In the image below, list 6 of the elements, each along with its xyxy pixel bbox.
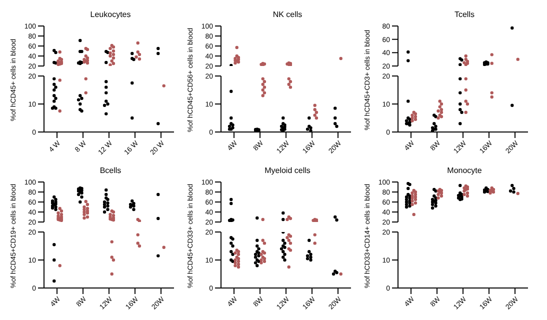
chart-title: Tcells [453,9,476,21]
chart-title: Monocyte [446,165,483,177]
chart-title: Leukocytes [89,9,132,21]
chart-title: Bcells [98,165,122,177]
chart-title: Myeloid cells [264,165,312,177]
chart-title: NK cells [272,9,304,21]
